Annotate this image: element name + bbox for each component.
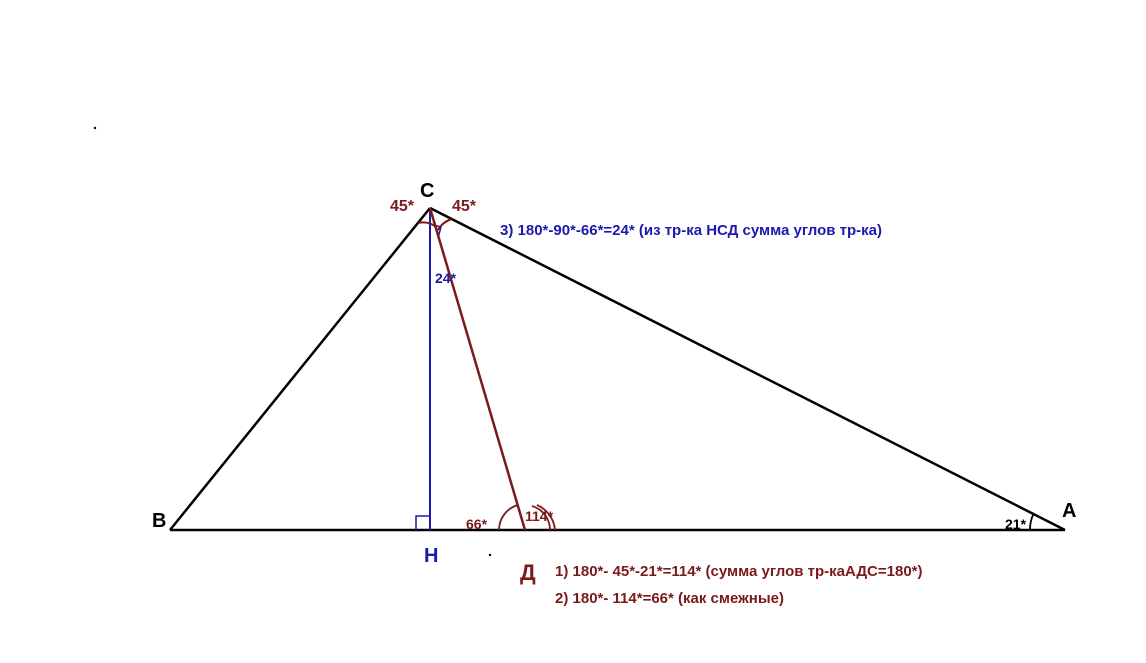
label-h: Н — [424, 545, 438, 568]
note-3: 3) 180*-90*-66*=24* (из тр-ка НСД сумма … — [500, 222, 882, 239]
note-2: 2) 180*- 114*=66* (как смежные) — [555, 590, 784, 607]
right-angle-h — [416, 516, 430, 530]
dot — [489, 554, 491, 556]
bisector-cd — [430, 208, 525, 530]
triangle-abc — [170, 208, 1065, 530]
angle-24: 24* — [435, 270, 456, 286]
angle-66: 66* — [466, 516, 487, 532]
label-a: А — [1062, 500, 1076, 523]
arc-a-21 — [1030, 513, 1034, 530]
dot — [94, 127, 96, 129]
angle-c-right: 45* — [452, 198, 476, 216]
arc-d-66 — [499, 505, 518, 530]
side-ac — [430, 208, 1065, 530]
angle-114: 114* — [525, 508, 553, 524]
note-1: 1) 180*- 45*-21*=114* (сумма углов тр-ка… — [555, 563, 923, 580]
angle-21: 21* — [1005, 516, 1026, 532]
angle-c-left: 45* — [390, 198, 414, 216]
label-d: Д — [520, 560, 536, 586]
side-bc — [170, 208, 430, 530]
arc-c-right — [438, 219, 452, 230]
label-b: В — [152, 510, 166, 533]
label-c: С — [420, 180, 434, 203]
